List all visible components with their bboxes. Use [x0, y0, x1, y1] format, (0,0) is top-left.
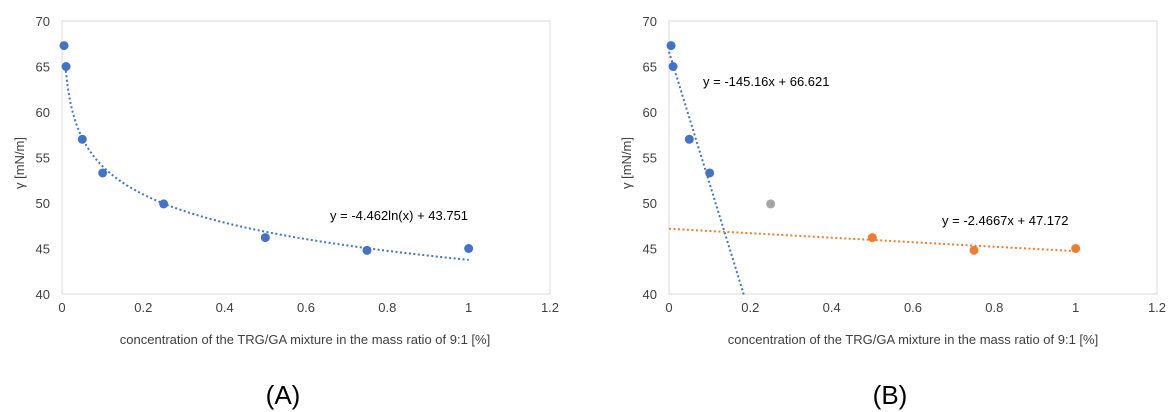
chart-a-x-tick-label: 0.2: [134, 300, 152, 315]
chart-b-plot-area: [668, 20, 1158, 295]
chart-a: 0 0.2 0.4 0.6 0.8 1 1.2 40 45 50 55 60 65 70 γ [mN/m]…: [12, 14, 559, 410]
chart-a-y-tick-label: 40: [36, 287, 50, 302]
chart-a-trendline: [64, 66, 469, 261]
chart-a-data-point: [61, 62, 71, 71]
chart-b-axes: 0 0.2 0.4 0.6 0.8 1 1.2 40 45 50 55 60 65 70: [643, 14, 1167, 315]
chart-b: 0 0.2 0.4 0.6 0.8 1 1.2 40 45 50 55 60 65 70 γ [mN/m]…: [619, 14, 1166, 410]
chart-a-panel-label: (A): [266, 380, 301, 410]
chart-a-x-tick-label: 0: [58, 300, 65, 315]
chart-a-data-point: [260, 233, 270, 243]
chart-a-y-tick-label: 50: [36, 196, 50, 211]
chart-b-x-tick-label: 1.2: [1148, 300, 1166, 315]
chart-b-data-point: [867, 233, 877, 243]
chart-b-x-tick-label: 0: [665, 300, 672, 315]
chart-b-data-point: [684, 134, 694, 144]
chart-b-data-point: [969, 245, 979, 255]
chart-b-panel-label: (B): [873, 380, 908, 410]
chart-b-trendline-equation-blue: y = -145.16x + 66.621: [703, 74, 829, 89]
chart-b-x-tick-label: 0.8: [985, 300, 1003, 315]
chart-b-y-axis-label: γ [mN/m]: [619, 137, 634, 189]
chart-b-data-point: [666, 41, 676, 51]
chart-b-y-tick-label: 65: [643, 60, 657, 75]
chart-a-axes: 0 0.2 0.4 0.6 0.8 1 1.2 40 45 50 55 60 65 70: [36, 14, 560, 315]
chart-b-data-point: [1071, 244, 1081, 253]
chart-a-trendline-equation: y = -4.462ln(x) + 43.751: [330, 208, 468, 223]
chart-a-y-tick-label: 65: [36, 60, 50, 75]
chart-a-x-tick-label: 0.8: [378, 300, 396, 315]
chart-a-y-axis-label: γ [mN/m]: [12, 137, 27, 189]
chart-b-y-tick-label: 70: [643, 14, 657, 29]
chart-b-x-tick-label: 0.6: [904, 300, 922, 315]
chart-a-trendlines: [64, 66, 469, 261]
chart-a-data-point: [98, 168, 108, 178]
chart-b-points: [666, 41, 1081, 255]
chart-b-y-tick-label: 40: [643, 287, 657, 302]
chart-a-y-tick-label: 70: [36, 14, 50, 29]
chart-a-x-tick-label: 0.4: [216, 300, 234, 315]
chart-b-data-point: [668, 62, 678, 71]
chart-a-x-tick-label: 0.6: [297, 300, 315, 315]
chart-a-data-point: [159, 199, 169, 209]
chart-b-x-tick-label: 0.2: [741, 300, 759, 315]
chart-a-x-tick-label: 1.2: [541, 300, 559, 315]
chart-b-y-tick-label: 50: [643, 196, 657, 211]
chart-b-data-point: [766, 199, 776, 209]
chart-b-y-tick-label: 55: [643, 151, 657, 166]
chart-b-y-tick-label: 45: [643, 242, 657, 257]
chart-a-data-point: [59, 41, 69, 51]
chart-b-y-tick-label: 60: [643, 105, 657, 120]
chart-a-data-point: [77, 134, 87, 144]
chart-b-x-axis-label: concentration of the TRG/GA mixture in t…: [728, 332, 1098, 347]
chart-a-y-tick-label: 60: [36, 105, 50, 120]
chart-a-data-point: [464, 244, 474, 253]
chart-a-y-tick-label: 55: [36, 151, 50, 166]
chart-b-trendline-equation-orange: y = -2.4667x + 47.172: [942, 213, 1068, 228]
chart-a-y-tick-label: 45: [36, 242, 50, 257]
chart-b-x-tick-label: 0.4: [823, 300, 841, 315]
chart-a-plot-area: [61, 20, 551, 295]
chart-b-x-tick-label: 1: [1072, 300, 1079, 315]
chart-a-points: [59, 41, 474, 255]
chart-a-x-tick-label: 1: [465, 300, 472, 315]
chart-a-data-point: [362, 245, 372, 255]
chart-a-x-axis-label: concentration of the TRG/GA mixture in t…: [120, 332, 490, 347]
chart-b-data-point: [705, 168, 715, 178]
